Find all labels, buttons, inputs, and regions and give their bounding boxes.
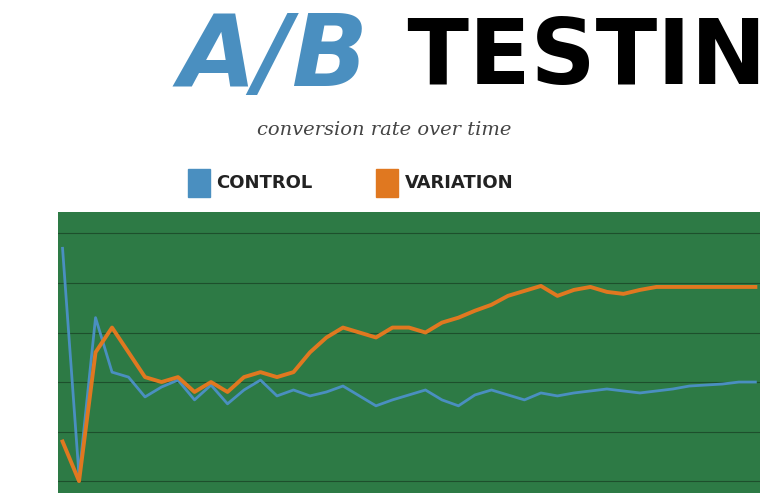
Text: VARIATION: VARIATION (405, 174, 513, 192)
Text: conversion rate over time: conversion rate over time (257, 121, 511, 138)
Bar (188, 169, 210, 197)
Text: A/B: A/B (178, 10, 369, 107)
Bar (376, 169, 398, 197)
Text: CONTROL: CONTROL (217, 174, 313, 192)
Text: TESTING: TESTING (376, 14, 768, 103)
